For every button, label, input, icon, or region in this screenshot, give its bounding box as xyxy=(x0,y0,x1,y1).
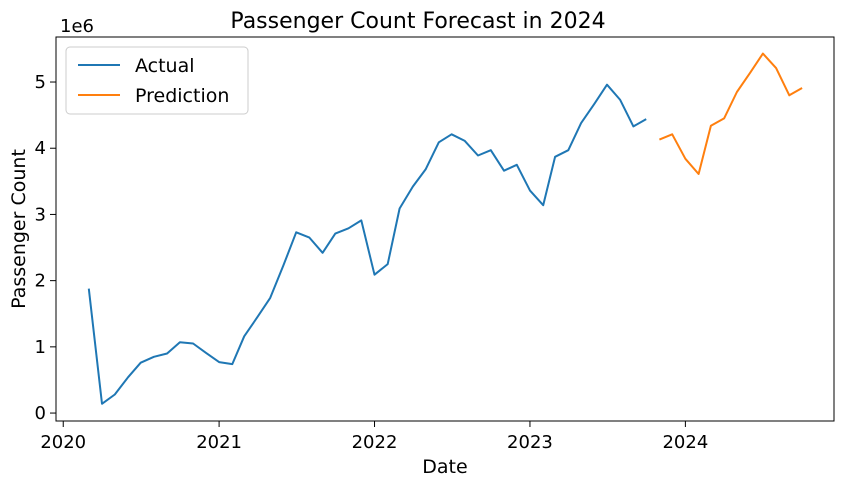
legend: Actual Prediction xyxy=(65,46,249,115)
series-line-actual xyxy=(87,83,647,405)
legend-label-prediction: Prediction xyxy=(135,85,229,107)
y-tick-label: 1 xyxy=(35,337,46,358)
x-tick-label: 2020 xyxy=(40,432,86,453)
x-axis: 2020 2021 2022 2023 2024 xyxy=(40,421,708,453)
series-layer xyxy=(87,52,803,405)
plot-area xyxy=(55,36,835,422)
y-axis-label: Passenger Count xyxy=(8,149,30,309)
y-axis: 0 1 2 3 4 5 xyxy=(35,72,56,424)
y-tick-label: 5 xyxy=(35,72,46,93)
x-tick-label: 2021 xyxy=(196,432,242,453)
y-tick-label: 2 xyxy=(35,271,46,292)
x-axis-label: Date xyxy=(422,456,467,478)
x-tick-label: 2023 xyxy=(507,432,553,453)
legend-box xyxy=(65,46,249,115)
plot-frame xyxy=(55,36,835,422)
series-line-prediction xyxy=(659,52,803,175)
y-multiplier-label: 1e6 xyxy=(60,16,94,37)
y-tick-label: 4 xyxy=(35,138,46,159)
x-tick-label: 2024 xyxy=(662,432,708,453)
y-tick-label: 3 xyxy=(35,204,46,225)
legend-label-actual: Actual xyxy=(135,55,195,77)
x-tick-label: 2022 xyxy=(352,432,398,453)
y-tick-label: 0 xyxy=(35,403,46,424)
chart-title: Passenger Count Forecast in 2024 xyxy=(230,9,605,34)
